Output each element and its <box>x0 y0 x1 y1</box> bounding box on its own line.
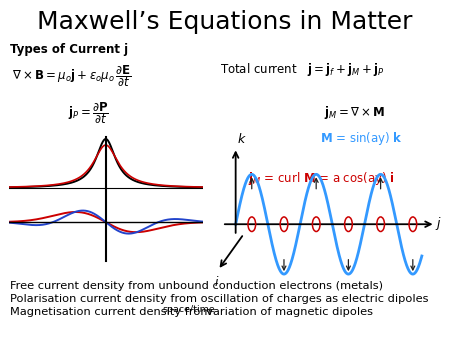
Text: i: i <box>214 276 218 289</box>
Text: Magnetisation current density from: Magnetisation current density from <box>10 307 215 317</box>
Text: space/time: space/time <box>162 306 215 314</box>
Text: Maxwell’s Equations in Matter: Maxwell’s Equations in Matter <box>37 10 413 34</box>
Text: $\mathbf{j}_M$ = curl $\mathbf{M}$ = a cos(ay) $\mathbf{i}$: $\mathbf{j}_M$ = curl $\mathbf{M}$ = a c… <box>248 170 395 187</box>
Text: j: j <box>437 217 441 230</box>
Text: Types of Current j: Types of Current j <box>10 43 128 56</box>
Text: variation of magnetic dipoles: variation of magnetic dipoles <box>199 307 373 317</box>
Text: k: k <box>238 132 245 146</box>
Text: $\mathbf{j}_M = \nabla \times \mathbf{M}$: $\mathbf{j}_M = \nabla \times \mathbf{M}… <box>324 104 386 121</box>
Text: Polarisation current density from oscillation of charges as electric dipoles: Polarisation current density from oscill… <box>10 294 428 304</box>
Text: $\mathbf{M}$ = sin(ay) $\mathbf{k}$: $\mathbf{M}$ = sin(ay) $\mathbf{k}$ <box>320 130 403 147</box>
Text: $\nabla \times \mathbf{B} = \mu_o\mathbf{j}+\varepsilon_o\mu_o\,\dfrac{\partial\: $\nabla \times \mathbf{B} = \mu_o\mathbf… <box>12 63 131 89</box>
Text: $\mathbf{j}_P = \dfrac{\partial\mathbf{P}}{\partial t}$: $\mathbf{j}_P = \dfrac{\partial\mathbf{P… <box>68 100 108 126</box>
Text: Free current density from unbound conduction electrons (metals): Free current density from unbound conduc… <box>10 281 383 291</box>
Text: Total current   $\mathbf{j} = \mathbf{j}_f + \mathbf{j}_M + \mathbf{j}_P$: Total current $\mathbf{j} = \mathbf{j}_f… <box>220 61 385 78</box>
